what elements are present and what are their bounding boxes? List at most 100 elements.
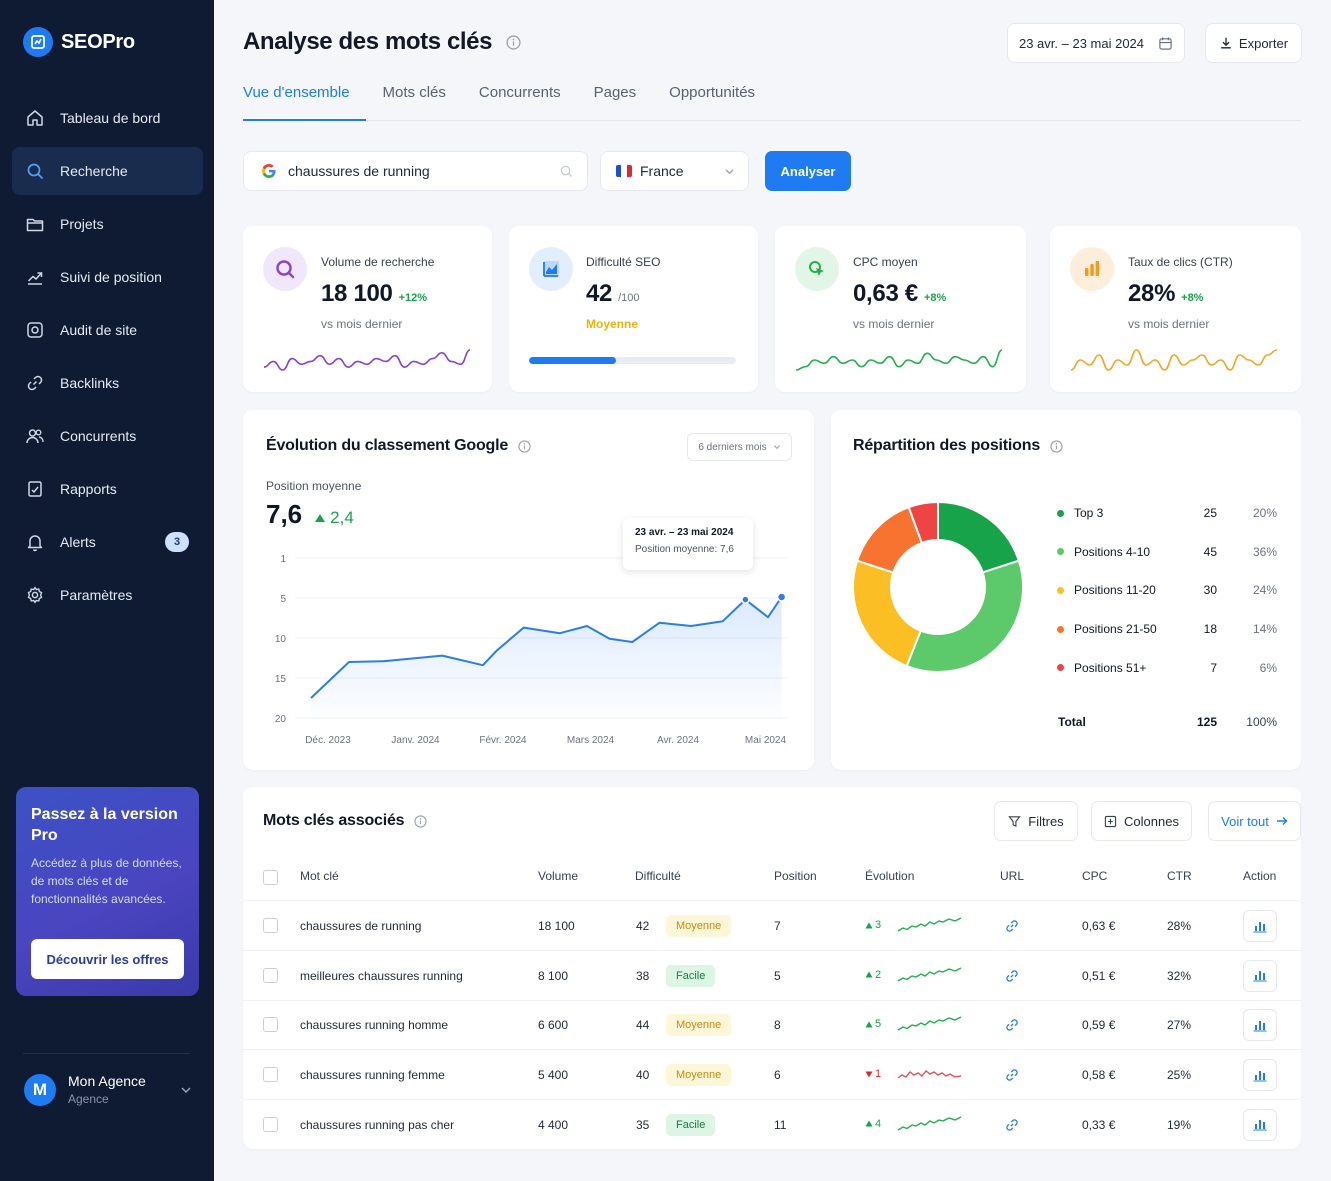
difficulty-badge: Facile [666,1113,716,1136]
col-cpc[interactable]: CPC [1082,869,1108,883]
col-evolution[interactable]: Évolution [865,869,915,883]
tab-2[interactable]: Concurrents [478,84,561,101]
date-range-picker[interactable]: 23 avr. – 23 mai 2024 [1007,23,1185,63]
select-all-checkbox[interactable] [263,870,278,885]
col-difficulty[interactable]: Difficulté [635,869,681,883]
col-position[interactable]: Position [774,869,817,883]
sidebar-item-users[interactable]: Concurrents [12,412,203,460]
tab-4[interactable]: Opportunités [669,84,756,101]
sidebar-item-home[interactable]: Tableau de bord [12,94,203,142]
export-button[interactable]: Exporter [1205,23,1302,63]
keyword-cell[interactable]: chaussures running femme [300,1068,445,1083]
legend-dot [1057,625,1064,633]
keyword-cell[interactable]: chaussures running pas cher [300,1117,455,1132]
bell-icon [27,535,43,552]
ctr-cell: 19% [1167,1117,1192,1132]
row-divider [243,999,1301,1001]
row-chart-button[interactable] [1243,1059,1277,1092]
page-title-text: Analyse des mots clés [243,28,493,55]
kpi-value: 0,63 € [853,280,918,307]
bar-chart-icon [1253,1070,1267,1082]
link-icon[interactable] [1005,1018,1019,1032]
row-checkbox[interactable] [263,967,278,983]
keyword-search[interactable] [243,151,588,191]
columns-button[interactable]: Colonnes [1091,801,1192,841]
keywords-title-wrap: Mots clés associés [263,812,428,830]
tab-3[interactable]: Pages [593,84,637,101]
search-icon[interactable] [560,165,573,178]
sidebar-item-label: Alerts [60,534,96,550]
info-icon[interactable] [518,439,531,453]
search-input[interactable] [288,163,549,179]
col-ctr[interactable]: CTR [1167,869,1192,883]
info-icon[interactable] [1050,439,1063,453]
link-icon[interactable] [1005,1118,1019,1132]
ranking-title: Évolution du classement Google [266,437,509,454]
tab-0[interactable]: Vue d'ensemble [243,84,366,121]
sidebar-nav: Tableau de bord Recherche Projets Suivi de … [12,94,203,624]
col-url[interactable]: URL [1000,869,1025,883]
sidebar-item-audit[interactable]: Audit de site [12,306,203,354]
donut-slice[interactable] [905,559,1024,673]
col-keyword[interactable]: Mot clé [300,869,339,883]
see-all-button[interactable]: Voir tout [1208,801,1301,841]
sidebar-item-label: Paramètres [60,587,133,603]
kpi-value-row: 0,63 € +8% [853,280,946,308]
keyword-cell[interactable]: chaussures de running [300,919,422,933]
kpi-label: CPC moyen [853,255,918,269]
period-select[interactable]: 6 derniers mois [687,433,792,461]
row-chart-button[interactable] [1243,910,1277,942]
home-icon [27,110,43,126]
keyword-cell[interactable]: chaussures running homme [300,1018,449,1033]
filter-icon [1008,815,1022,827]
link-icon[interactable] [1005,969,1019,983]
position-cell: 8 [774,1018,781,1033]
col-volume[interactable]: Volume [538,869,579,883]
last-point[interactable] [776,592,787,602]
row-chart-button[interactable] [1243,1108,1277,1141]
difficulty-level: Moyenne [586,317,639,331]
x-tick-label: Janv. 2024 [391,735,440,746]
sidebar-item-gear[interactable]: Paramètres [12,571,203,619]
brand[interactable]: SEOPro [23,27,135,57]
info-icon[interactable] [506,34,521,50]
donut-slice[interactable] [907,500,939,545]
triangle-up-icon [865,971,873,978]
sidebar-item-trend[interactable]: Suivi de position [12,253,203,301]
filters-button[interactable]: Filtres [994,801,1078,841]
row-checkbox[interactable] [263,1067,278,1083]
link-icon[interactable] [1005,919,1019,933]
keywords-title: Mots clés associés [263,812,405,829]
row-chart-button[interactable] [1243,959,1277,992]
header-divider [243,900,1301,901]
keyword-cell[interactable]: meilleures chaussures running [300,968,463,983]
row-checkbox[interactable] [263,1017,278,1033]
promo-card: Passez à la version Pro Accédez à plus d… [16,787,199,996]
info-icon[interactable] [414,814,428,828]
kpi-ctr-card: Taux de clics (CTR) 28% +8% vs mois dern… [1050,226,1301,392]
chevron-down-icon [725,168,734,174]
link-icon[interactable] [1005,1068,1019,1082]
donut-slice[interactable] [852,559,922,668]
user-menu[interactable]: M Mon Agence Agence [24,1073,192,1106]
alerts-count-badge: 3 [165,532,189,552]
discover-offers-button[interactable]: Découvrir les offres [31,939,184,979]
tab-1[interactable]: Mots clés [382,84,446,101]
row-checkbox[interactable] [263,918,278,933]
sidebar-item-bell[interactable]: Alerts 3 [12,518,203,566]
sidebar-item-link[interactable]: Backlinks [12,359,203,407]
chart-tooltip: 23 avr. – 23 mai 2024 Position moyenne: … [623,518,753,570]
country-select[interactable]: France [600,151,749,191]
row-chart-button[interactable] [1243,1009,1277,1042]
highlight-point[interactable] [741,595,750,604]
row-checkbox[interactable] [263,1116,278,1132]
legend-count: 18 [1203,622,1217,637]
sidebar-item-folder[interactable]: Projets [12,200,203,248]
analyze-button[interactable]: Analyser [765,151,851,191]
sidebar-item-report[interactable]: Rapports [12,465,203,513]
avg-position-label: Position moyenne [266,479,362,493]
donut-slice[interactable] [937,500,1021,574]
google-icon [262,164,276,178]
volume-cell: 5 400 [538,1068,569,1083]
sidebar-item-search[interactable]: Recherche [12,147,203,195]
